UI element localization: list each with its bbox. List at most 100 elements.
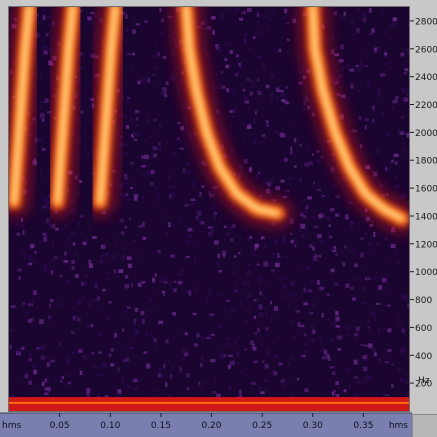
noise-speckle (200, 363, 203, 368)
noise-speckle (269, 178, 274, 184)
noise-speckle (125, 193, 129, 196)
noise-speckle (74, 175, 78, 180)
noise-speckle (327, 317, 331, 321)
noise-speckle (165, 81, 169, 85)
noise-speckle (122, 246, 127, 250)
noise-speckle (301, 390, 306, 394)
noise-speckle (108, 301, 112, 304)
noise-speckle (179, 366, 182, 372)
noise-speckle (186, 170, 192, 174)
noise-speckle (332, 282, 336, 286)
noise-speckle (350, 83, 354, 89)
time-axis[interactable]: 0.05 0.10 0.15 0.20 0.25 0.30 0.35 hms hms (0, 412, 412, 437)
noise-speckle (265, 25, 269, 30)
noise-speckle (28, 262, 33, 266)
noise-speckle (29, 355, 32, 358)
noise-speckle (120, 345, 126, 349)
noise-speckle (252, 36, 256, 39)
noise-speckle (310, 351, 313, 356)
noise-speckle (358, 60, 362, 65)
noise-speckle (275, 186, 280, 191)
noise-speckle (316, 150, 320, 153)
noise-speckle (298, 81, 303, 85)
noise-speckle (216, 109, 219, 114)
noise-speckle (246, 78, 250, 81)
noise-speckle (355, 64, 359, 67)
noise-speckle (139, 279, 143, 284)
noise-speckle (349, 130, 355, 133)
noise-speckle (269, 97, 274, 102)
noise-speckle (285, 254, 289, 259)
noise-speckle (299, 52, 302, 56)
noise-speckle (198, 381, 201, 385)
noise-speckle (148, 171, 152, 176)
noise-speckle (335, 213, 340, 217)
noise-speckle (49, 62, 54, 66)
y-tick-label: 2000 (415, 129, 437, 139)
noise-speckle (332, 371, 336, 376)
noise-speckle (268, 16, 272, 22)
noise-speckle (335, 325, 340, 328)
noise-speckle (42, 232, 46, 236)
noise-speckle (302, 233, 307, 237)
noise-speckle (295, 310, 300, 313)
noise-speckle (282, 133, 287, 138)
noise-speckle (126, 357, 130, 362)
noise-speckle (227, 364, 231, 369)
noise-speckle (246, 374, 249, 377)
noise-speckle (140, 281, 146, 284)
noise-speckle (205, 54, 209, 57)
spectrogram-plot-area (9, 7, 409, 411)
noise-speckle (347, 368, 351, 373)
noise-speckle (140, 310, 145, 315)
noise-speckle (378, 285, 382, 290)
noise-speckle (369, 329, 372, 335)
noise-speckle (207, 226, 213, 229)
noise-speckle (319, 338, 323, 343)
noise-speckle (86, 388, 91, 393)
y-tick-label: 600 (415, 324, 432, 334)
noise-speckle (343, 389, 347, 393)
noise-speckle (203, 47, 208, 50)
noise-speckle (364, 166, 370, 170)
noise-speckle (275, 262, 280, 268)
noise-speckle (221, 355, 225, 360)
noise-speckle (49, 224, 53, 228)
noise-speckle (195, 216, 199, 220)
noise-speckle (157, 82, 162, 86)
noise-speckle (332, 336, 336, 341)
noise-speckle (100, 244, 106, 249)
noise-speckle (225, 64, 230, 69)
noise-speckle (335, 195, 340, 198)
noise-speckle (305, 204, 309, 210)
noise-speckle (76, 300, 82, 305)
noise-speckle (371, 347, 377, 352)
noise-speckle (394, 174, 397, 179)
noise-speckle (24, 370, 29, 375)
noise-speckle (167, 357, 170, 363)
noise-speckle (253, 269, 257, 272)
noise-speckle (124, 100, 130, 105)
noise-speckle (133, 138, 138, 141)
noise-speckle (398, 321, 403, 326)
noise-speckle (177, 121, 181, 125)
noise-speckle (347, 212, 350, 216)
noise-speckle (148, 134, 152, 138)
noise-speckle (222, 354, 227, 358)
low-frequency-band (9, 397, 409, 411)
noise-speckle (369, 219, 374, 224)
noise-speckle (70, 330, 75, 335)
noise-speckle (294, 155, 299, 159)
noise-speckle (349, 68, 354, 72)
noise-speckle (244, 40, 249, 45)
noise-speckle (340, 15, 343, 19)
noise-speckle (293, 165, 297, 168)
noise-speckle (40, 345, 46, 350)
noise-speckle (89, 263, 93, 269)
noise-speckle (258, 171, 261, 175)
time-axis-background[interactable] (0, 413, 412, 437)
noise-speckle (81, 269, 84, 273)
noise-speckle (234, 8, 240, 12)
noise-speckle (10, 305, 16, 308)
noise-speckle (405, 48, 409, 52)
